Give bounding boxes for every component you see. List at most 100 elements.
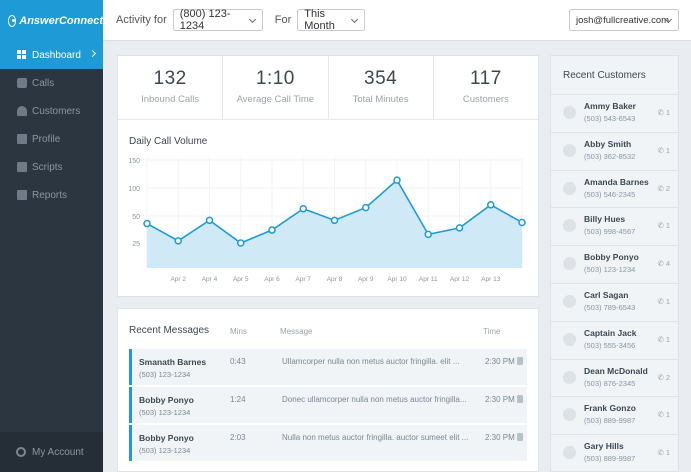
message-row[interactable]: Bobby Ponyo (503) 123-1234 1:24 Donec ul… — [129, 387, 527, 423]
message-row[interactable]: Bobby Ponyo (503) 123-1234 2:03 Nulla no… — [129, 425, 527, 461]
data-point[interactable] — [518, 218, 526, 227]
data-point[interactable] — [362, 203, 370, 212]
my-account-button[interactable]: My Account — [0, 432, 103, 472]
sidebar-item-label: Customers — [32, 105, 81, 117]
period-select[interactable]: This Month — [297, 8, 366, 32]
grid-icon — [17, 50, 27, 60]
call-count: ✆ 4 — [657, 259, 670, 269]
customer-item[interactable]: Captain Jack (503) 555-3456 ✆ 1 — [551, 320, 678, 358]
customer-item[interactable]: Carl Sagan (503) 789-6543 ✆ 1 — [551, 283, 678, 320]
avatar — [563, 370, 576, 384]
data-point[interactable] — [299, 204, 307, 213]
data-point[interactable] — [393, 176, 401, 184]
customer-item[interactable]: Gary Hills (503) 889-9987 ✆ 1 — [551, 434, 678, 471]
call-count-value: 2 — [665, 183, 670, 193]
data-point[interactable] — [455, 224, 464, 232]
sidebar-item-label: Profile — [32, 133, 61, 145]
call-count-value: 1 — [665, 410, 670, 420]
message-caller-phone: (503) 123-1234 — [139, 446, 191, 455]
data-point[interactable] — [330, 216, 339, 225]
customer-phone: (503) 123-1234 — [584, 265, 636, 275]
period-value: This Month — [304, 8, 335, 32]
data-point[interactable] — [174, 237, 182, 245]
message-caller-name: Smanath Barnes — [139, 357, 207, 367]
customer-name: Gary Hills — [584, 441, 624, 452]
app-logo[interactable]: AnswerConnect — [0, 0, 103, 41]
data-point[interactable] — [237, 239, 245, 247]
message-caller-name: Bobby Ponyo — [139, 433, 194, 443]
customer-phone: (503) 543-6543 — [584, 114, 636, 123]
sidebar-item-customers[interactable]: Customers — [0, 97, 103, 125]
sidebar-item-profile[interactable]: Profile — [0, 125, 103, 153]
x-tick-label: Apr 13 — [481, 276, 501, 283]
message-caller-phone: (503) 123-1234 — [139, 370, 191, 379]
trash-icon[interactable] — [517, 357, 523, 365]
avatar — [563, 106, 576, 119]
user-menu[interactable]: josh@fullcreative.com — [569, 9, 679, 31]
customer-phone: (503) 555-3456 — [584, 340, 636, 350]
customer-item[interactable]: Abby Smith (503) 362-8532 ✆ 1 — [551, 131, 678, 169]
recent-messages-card: Recent Messages Mins Message Time Smanat… — [117, 308, 539, 472]
customer-phone: (503) 546-2345 — [584, 189, 636, 199]
x-tick-label: Apr 4 — [202, 276, 218, 283]
customer-item[interactable]: Dean McDonald (503) 876-2345 ✆ 2 — [551, 358, 678, 396]
users-icon — [17, 106, 27, 116]
call-count: ✆ 1 — [657, 221, 670, 231]
top-bar: Activity for (800) 123-1234 For This Mon… — [103, 0, 691, 41]
x-tick-label: Apr 8 — [327, 276, 343, 283]
avatar — [563, 257, 576, 271]
message-caller-phone: (503) 123-1234 — [139, 408, 191, 417]
customer-item[interactable]: Amanda Barnes (503) 546-2345 ✆ 2 — [551, 169, 678, 207]
data-point[interactable] — [143, 219, 151, 228]
for-label: For — [274, 14, 292, 26]
customer-item[interactable]: Frank Gonzo (503) 889-9987 ✆ 1 — [551, 396, 678, 433]
data-point[interactable] — [268, 226, 276, 234]
sidebar-item-scripts[interactable]: Scripts — [0, 153, 103, 181]
data-point[interactable] — [424, 230, 432, 239]
recent-customers-panel: Recent Customers Ammy Baker (503) 543-654… — [550, 55, 679, 472]
logo-icon — [8, 14, 17, 27]
avatar — [563, 219, 576, 233]
data-point[interactable] — [487, 201, 495, 209]
stat-label: Customers — [462, 94, 509, 105]
chart-title: Daily Call Volume — [129, 136, 208, 147]
x-tick-label: Apr 10 — [387, 276, 407, 283]
message-row[interactable]: Smanath Barnes (503) 123-1234 0:43 Ullam… — [129, 349, 527, 385]
sidebar-item-reports[interactable]: Reports — [0, 181, 103, 209]
trash-icon[interactable] — [517, 433, 523, 441]
data-point[interactable] — [205, 216, 214, 225]
message-time: 2:30 PM — [485, 433, 515, 442]
call-count: ✆ 2 — [657, 372, 670, 382]
x-tick-label: Apr 7 — [295, 276, 311, 283]
customer-phone: (503) 362-8532 — [584, 151, 636, 161]
customer-item[interactable]: Ammy Baker (503) 543-6543 ✆ 1 — [551, 94, 678, 131]
message-text: Ullamcorper nulla non metus auctor fring… — [282, 357, 460, 366]
message-time: 2:30 PM — [485, 395, 515, 404]
message-time: 2:30 PM — [485, 357, 515, 366]
avatar — [563, 295, 576, 308]
stat-label: Inbound Calls — [141, 94, 200, 105]
sidebar-item-calls[interactable]: Calls — [0, 69, 103, 97]
trash-icon[interactable] — [517, 395, 523, 403]
stat-label: Total Minutes — [352, 94, 409, 105]
phone-select[interactable]: (800) 123-1234 — [172, 8, 263, 32]
sidebar-item-dashboard[interactable]: Dashboard — [0, 41, 103, 69]
call-count-value: 1 — [665, 108, 670, 117]
customer-name: Dean McDonald — [584, 365, 648, 376]
sidebar: Dashboard Calls Customers Profile Script… — [0, 41, 103, 472]
call-count-value: 4 — [665, 259, 670, 269]
customer-item[interactable]: Bobby Ponyo (503) 123-1234 ✆ 4 — [551, 245, 678, 282]
call-count: ✆ 1 — [657, 145, 670, 155]
message-text: Donec ullamcorper nulla non metus auctor… — [282, 395, 467, 404]
call-count: ✆ 1 — [657, 410, 670, 420]
x-tick-label: Apr 11 — [419, 276, 438, 283]
customer-name: Captain Jack — [584, 327, 637, 338]
avatar — [563, 143, 576, 157]
stat-value: 354 — [364, 68, 398, 89]
column-header-mins: Mins — [230, 327, 247, 336]
avatar — [563, 332, 576, 346]
x-tick-label: Apr 5 — [233, 276, 249, 283]
customer-item[interactable]: Billy Hues (503) 998-4567 ✆ 1 — [551, 207, 678, 244]
stat-label: Average Call Time — [236, 94, 315, 105]
customer-name: Carl Sagan — [584, 290, 629, 300]
